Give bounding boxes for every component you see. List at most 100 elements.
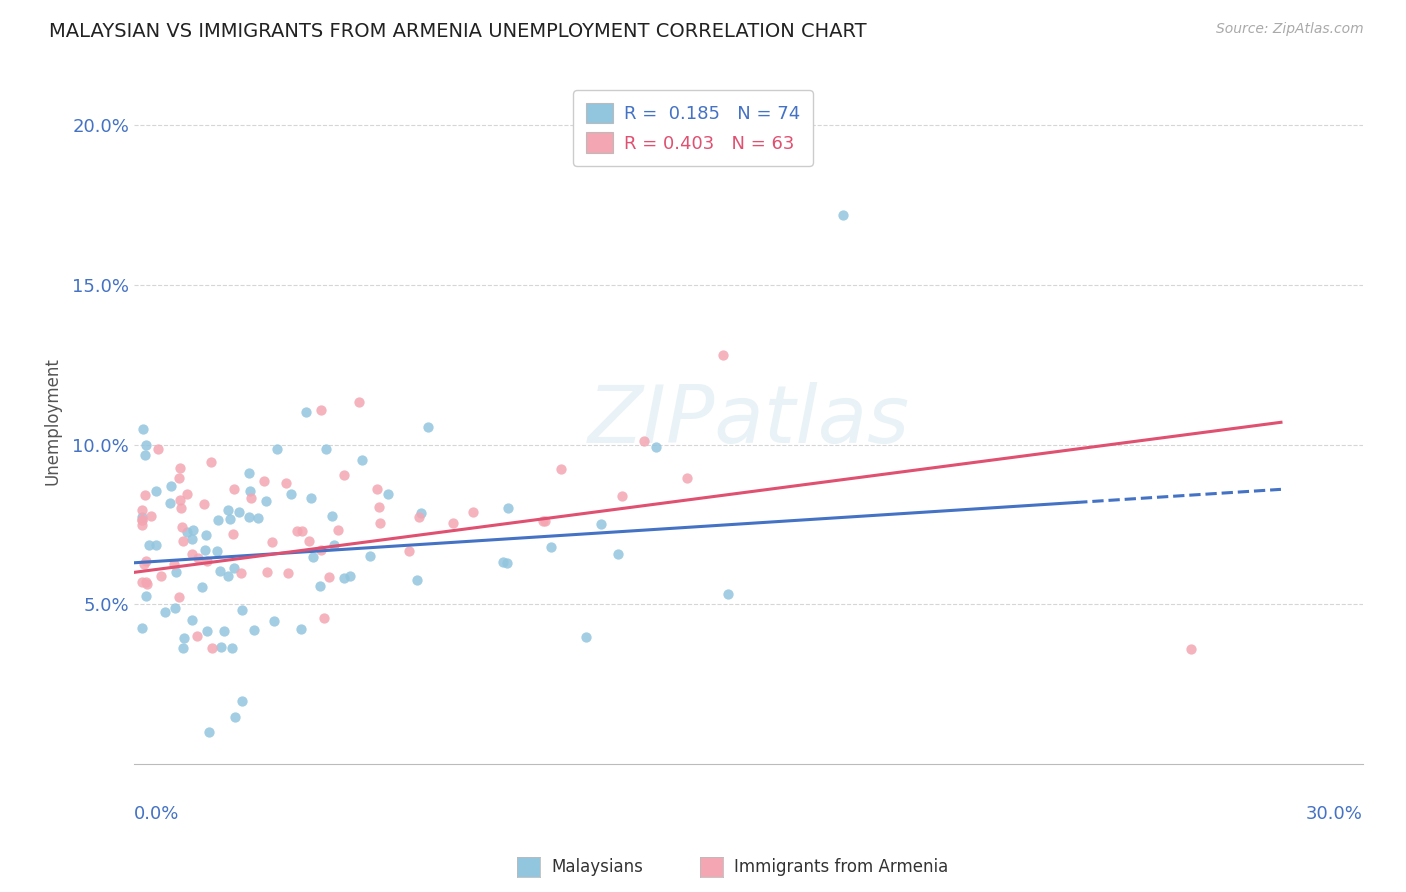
Point (367, 500, 389, 514)
Point (209, 640, 232, 655)
Point (231, 566, 253, 581)
Point (308, 579, 330, 593)
Point (191, 580, 214, 594)
Point (713, 348, 735, 362)
Point (717, 586, 740, 600)
Point (291, 524, 314, 538)
Point (266, 442, 288, 456)
Point (339, 568, 361, 582)
Point (194, 543, 217, 558)
Point (540, 540, 562, 554)
Point (231, 603, 253, 617)
Point (323, 538, 346, 552)
Point (212, 624, 235, 638)
Point (172, 640, 194, 655)
Point (221, 640, 243, 655)
Point (309, 543, 332, 558)
Point (441, 516, 464, 530)
Point (135, 554, 157, 568)
Point (333, 571, 356, 585)
Point (148, 442, 170, 457)
Point (416, 420, 439, 434)
Point (575, 630, 598, 644)
Point (197, 725, 219, 739)
Y-axis label: Unemployment: Unemployment (44, 357, 60, 484)
Point (224, 710, 246, 724)
Point (131, 510, 153, 524)
Point (181, 523, 204, 537)
Point (231, 694, 253, 708)
Point (217, 503, 239, 517)
Point (181, 547, 204, 561)
Point (298, 533, 321, 548)
Point (205, 544, 228, 558)
Point (253, 474, 276, 488)
Point (169, 501, 191, 516)
Point (1180, 642, 1202, 657)
Point (165, 565, 187, 579)
Text: ZIPatlas: ZIPatlas (588, 382, 910, 459)
Point (195, 624, 218, 638)
Point (359, 549, 381, 564)
Point (167, 471, 190, 485)
Point (831, 208, 853, 222)
Point (408, 510, 430, 524)
Point (398, 544, 420, 558)
Point (136, 577, 159, 591)
Point (239, 491, 262, 505)
Point (280, 487, 302, 501)
Point (299, 491, 322, 505)
Point (239, 483, 262, 498)
Point (302, 549, 325, 564)
Point (159, 496, 181, 510)
Text: Immigrants from Armenia: Immigrants from Armenia (734, 858, 948, 876)
Point (347, 395, 370, 409)
Point (633, 434, 655, 448)
Point (139, 509, 162, 524)
Point (228, 505, 250, 519)
Point (145, 483, 167, 498)
Point (370, 516, 392, 531)
Text: 0.0%: 0.0% (134, 805, 180, 823)
Point (169, 461, 191, 475)
Point (131, 422, 153, 436)
Point (163, 557, 186, 571)
Point (534, 514, 557, 528)
Point (321, 508, 343, 523)
Point (169, 492, 191, 507)
Point (200, 455, 222, 469)
Point (207, 513, 229, 527)
Point (222, 561, 245, 575)
Text: Malaysians: Malaysians (551, 858, 643, 876)
Point (160, 479, 183, 493)
Point (295, 405, 318, 419)
Point (131, 513, 153, 527)
Point (409, 506, 432, 520)
Point (309, 403, 332, 417)
Point (333, 467, 356, 482)
Point (195, 554, 218, 568)
Point (218, 512, 240, 526)
Point (492, 555, 515, 569)
Point (496, 500, 519, 515)
Point (132, 557, 155, 571)
Point (134, 448, 156, 462)
Point (222, 527, 245, 541)
Point (201, 640, 224, 655)
Point (238, 510, 260, 524)
Point (170, 520, 193, 534)
Point (243, 623, 266, 637)
Point (131, 621, 153, 635)
Point (180, 533, 202, 547)
Point (366, 482, 388, 496)
Point (256, 565, 278, 579)
Point (163, 601, 186, 615)
Point (176, 524, 198, 539)
Point (263, 615, 285, 629)
Point (260, 534, 283, 549)
Point (150, 568, 173, 582)
Point (463, 505, 485, 519)
Point (406, 574, 429, 588)
Point (531, 514, 554, 528)
Point (217, 569, 239, 583)
